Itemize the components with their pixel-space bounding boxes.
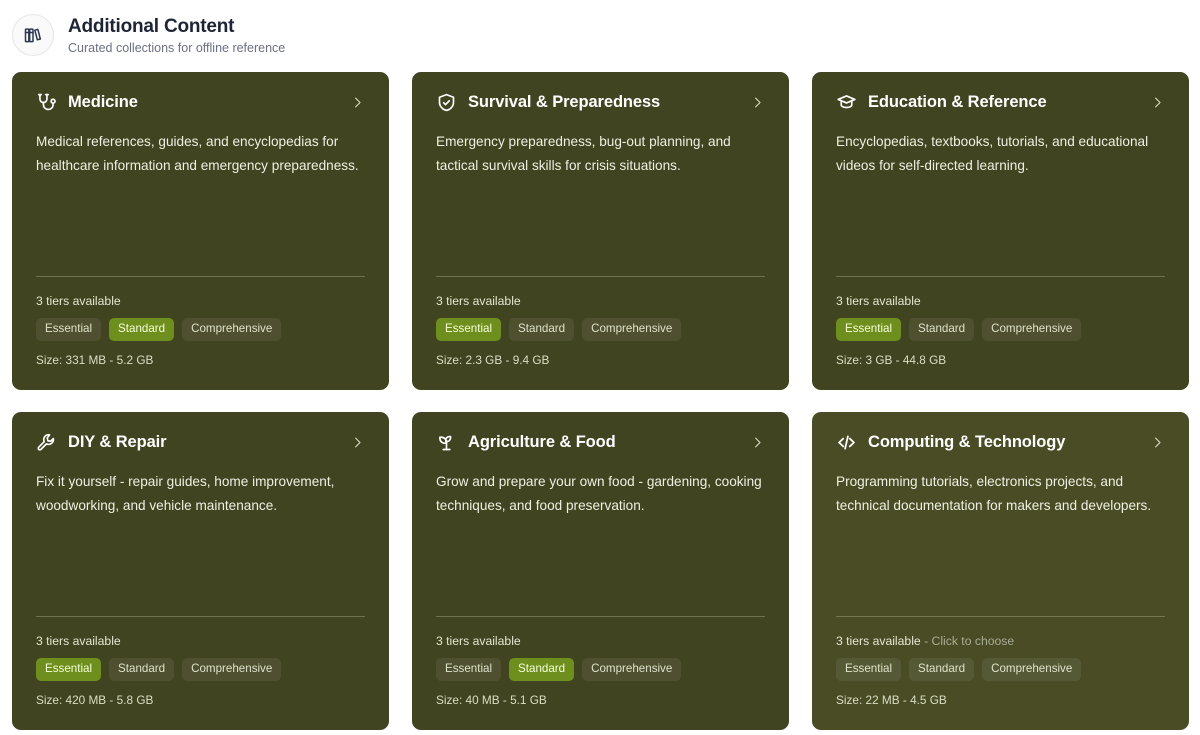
card-size-range: Size: 420 MB - 5.8 GB	[36, 693, 154, 707]
sprout-icon	[436, 432, 457, 453]
click-to-choose-hint: - Click to choose	[920, 634, 1015, 648]
content-cards-grid: Medicine Medical references, guides, and …	[0, 58, 1200, 730]
card-title: Survival & Preparedness	[468, 93, 661, 111]
card-title: Computing & Technology	[868, 433, 1066, 451]
card-divider	[836, 616, 1165, 617]
tier-badge-essential[interactable]: Essential	[36, 658, 102, 681]
card-spacer	[836, 517, 1165, 616]
tiers-available-label: 3 tiers available	[436, 633, 765, 649]
tier-badge-row: Essential Standard Comprehensive	[836, 658, 1165, 681]
tier-badge-essential[interactable]: Essential	[836, 318, 902, 341]
chevron-right-icon[interactable]	[349, 95, 365, 111]
content-card-education-reference[interactable]: Education & Reference Encyclopedias, text…	[812, 72, 1189, 390]
tier-badge-comprehensive[interactable]: Comprehensive	[982, 318, 1082, 341]
library-books-icon	[12, 14, 54, 56]
card-title: Education & Reference	[868, 93, 1047, 111]
card-size-range: Size: 40 MB - 5.1 GB	[436, 693, 547, 707]
tier-badge-row: Essential Standard Comprehensive	[436, 318, 765, 341]
card-divider	[836, 276, 1165, 277]
tier-badge-standard[interactable]: Standard	[909, 318, 975, 341]
card-header: Survival & Preparedness	[436, 92, 765, 113]
card-spacer	[836, 177, 1165, 276]
tier-badge-standard[interactable]: Standard	[109, 658, 175, 681]
card-title: DIY & Repair	[68, 433, 167, 451]
tiers-count-text: 3 tiers available	[36, 294, 121, 308]
chevron-right-icon[interactable]	[1149, 95, 1165, 111]
card-size-range: Size: 2.3 GB - 9.4 GB	[436, 353, 550, 367]
wrench-icon	[36, 432, 57, 453]
tier-badge-standard[interactable]: Standard	[509, 318, 575, 341]
card-header: Education & Reference	[836, 92, 1165, 113]
card-title: Medicine	[68, 93, 138, 111]
tier-badge-essential[interactable]: Essential	[436, 658, 502, 681]
card-description: Grow and prepare your own food - gardeni…	[436, 474, 762, 513]
tiers-available-label: 3 tiers available	[36, 633, 365, 649]
card-header: Agriculture & Food	[436, 432, 765, 453]
tier-badge-comprehensive[interactable]: Comprehensive	[182, 658, 282, 681]
chevron-right-icon[interactable]	[749, 95, 765, 111]
tier-badge-row: Essential Standard Comprehensive	[436, 658, 765, 681]
tier-badge-comprehensive[interactable]: Comprehensive	[582, 658, 682, 681]
tiers-count-text: 3 tiers available	[436, 634, 521, 648]
content-card-medicine[interactable]: Medicine Medical references, guides, and …	[12, 72, 389, 390]
tier-badge-comprehensive[interactable]: Comprehensive	[982, 658, 1082, 681]
tier-badge-essential[interactable]: Essential	[836, 658, 902, 681]
tier-badge-row: Essential Standard Comprehensive	[836, 318, 1165, 341]
tiers-count-text: 3 tiers available	[436, 294, 521, 308]
content-card-survival-preparedness[interactable]: Survival & Preparedness Emergency prepare…	[412, 72, 789, 390]
page-subtitle: Curated collections for offline referenc…	[68, 40, 286, 55]
tier-badge-standard[interactable]: Standard	[109, 318, 175, 341]
chevron-right-icon[interactable]	[349, 435, 365, 451]
shield-check-icon	[436, 92, 457, 113]
card-size-range: Size: 3 GB - 44.8 GB	[836, 353, 947, 367]
card-spacer	[36, 177, 365, 276]
card-size-range: Size: 331 MB - 5.2 GB	[36, 353, 154, 367]
tiers-available-label: 3 tiers available	[836, 293, 1165, 309]
card-header: Computing & Technology	[836, 432, 1165, 453]
card-description: Medical references, guides, and encyclop…	[36, 134, 359, 173]
stethoscope-icon	[36, 92, 57, 113]
tier-badge-comprehensive[interactable]: Comprehensive	[182, 318, 282, 341]
card-divider	[36, 616, 365, 617]
card-spacer	[436, 517, 765, 616]
content-card-agriculture-food[interactable]: Agriculture & Food Grow and prepare your …	[412, 412, 789, 730]
header-text-block: Additional Content Curated collections f…	[68, 15, 285, 56]
card-description: Programming tutorials, electronics proje…	[836, 474, 1152, 513]
card-description: Encyclopedias, textbooks, tutorials, and…	[836, 134, 1149, 173]
card-title: Agriculture & Food	[468, 433, 616, 451]
tier-badge-row: Essential Standard Comprehensive	[36, 658, 365, 681]
tier-badge-comprehensive[interactable]: Comprehensive	[582, 318, 682, 341]
tier-badge-standard[interactable]: Standard	[909, 658, 975, 681]
card-divider	[436, 276, 765, 277]
tiers-count-text: 3 tiers available	[836, 294, 921, 308]
content-card-computing-technology[interactable]: Computing & Technology Programming tutori…	[812, 412, 1189, 730]
tiers-available-label: 3 tiers available - Click to choose	[836, 633, 1165, 649]
tiers-count-text: 3 tiers available	[836, 634, 921, 648]
card-description: Emergency preparedness, bug-out planning…	[436, 134, 731, 173]
page-header: Additional Content Curated collections f…	[0, 0, 1200, 58]
tier-badge-row: Essential Standard Comprehensive	[36, 318, 365, 341]
card-spacer	[436, 177, 765, 276]
graduation-cap-icon	[836, 92, 857, 113]
page-title: Additional Content	[68, 15, 235, 37]
tier-badge-standard[interactable]: Standard	[509, 658, 575, 681]
card-divider	[36, 276, 365, 277]
tier-badge-essential[interactable]: Essential	[436, 318, 502, 341]
chevron-right-icon[interactable]	[749, 435, 765, 451]
tiers-available-label: 3 tiers available	[36, 293, 365, 309]
card-header: DIY & Repair	[36, 432, 365, 453]
card-spacer	[36, 517, 365, 616]
card-divider	[436, 616, 765, 617]
tier-badge-essential[interactable]: Essential	[36, 318, 102, 341]
tiers-count-text: 3 tiers available	[36, 634, 121, 648]
chevron-right-icon[interactable]	[1149, 435, 1165, 451]
content-card-diy-repair[interactable]: DIY & Repair Fix it yourself - repair gui…	[12, 412, 389, 730]
code-brackets-icon	[836, 432, 857, 453]
tiers-available-label: 3 tiers available	[436, 293, 765, 309]
card-header: Medicine	[36, 92, 365, 113]
card-size-range: Size: 22 MB - 4.5 GB	[836, 693, 947, 707]
card-description: Fix it yourself - repair guides, home im…	[36, 474, 335, 513]
